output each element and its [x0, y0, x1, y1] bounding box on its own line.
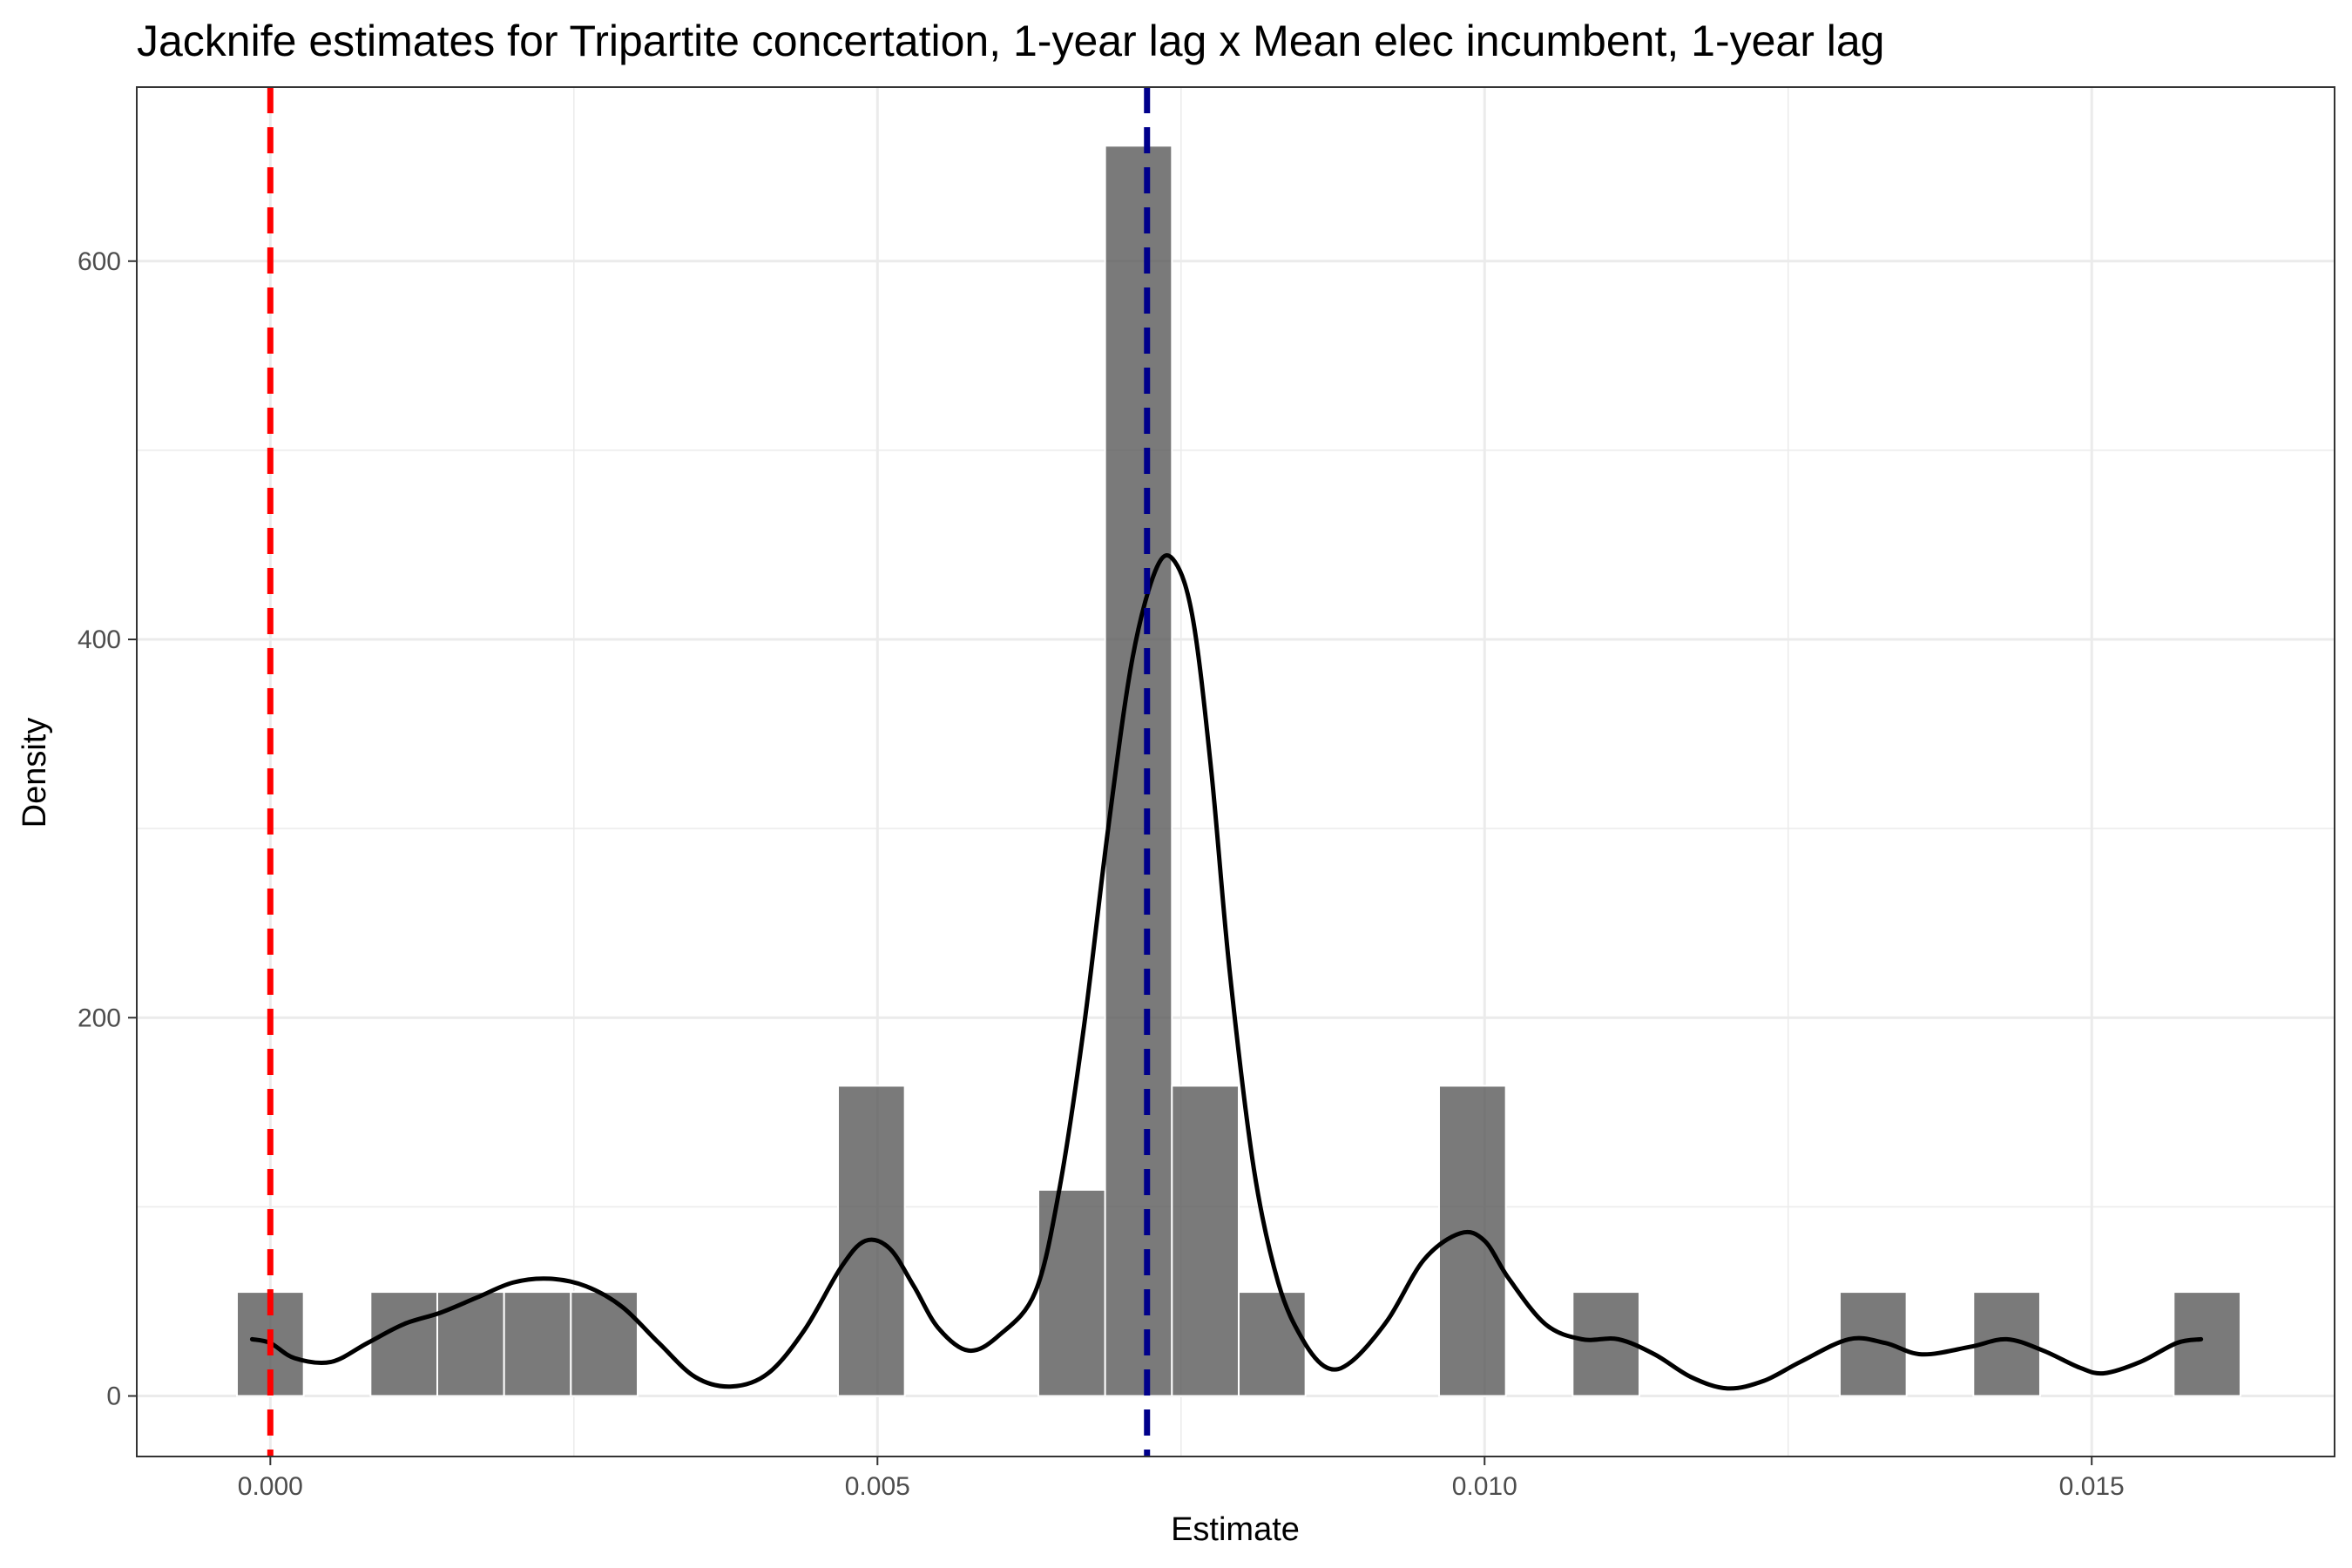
y-tick-label: 200: [78, 1004, 121, 1032]
reference-lines: [267, 87, 1151, 1456]
x-tick-label: 0.000: [238, 1472, 303, 1501]
y-axis-title: Density: [17, 718, 53, 828]
y-tick-label: 600: [78, 247, 121, 276]
density-curve: [249, 553, 2204, 1391]
histogram-bar: [369, 1291, 438, 1397]
density-curve-layer: [249, 553, 2204, 1391]
histogram-bar: [570, 1291, 639, 1397]
y-tick-label: 400: [78, 625, 121, 654]
x-tick-label: 0.005: [845, 1472, 910, 1501]
histogram-bar: [1437, 1085, 1507, 1397]
histogram-bar: [2173, 1291, 2241, 1397]
histogram-bar: [1037, 1188, 1106, 1397]
x-tick-label: 0.015: [2059, 1472, 2125, 1501]
histogram-bar: [436, 1291, 505, 1397]
histogram-bar: [1838, 1291, 1908, 1397]
histogram-bar: [1237, 1291, 1307, 1397]
axes: 0.000 0.005 0.010 0.015 0 200 400 600: [78, 247, 2125, 1501]
histogram-bars: [235, 145, 2241, 1397]
x-axis-title: Estimate: [1171, 1511, 1300, 1548]
x-tick-label: 0.010: [1452, 1472, 1517, 1501]
panel-border: [136, 86, 2335, 1457]
y-tick-label: 0: [106, 1382, 121, 1411]
grid-lines: [137, 87, 2335, 1456]
chart-title: Jacknife estimates for Tripartite concer…: [137, 17, 1885, 65]
histogram-bar: [1171, 1085, 1240, 1397]
histogram-bar: [503, 1291, 572, 1397]
